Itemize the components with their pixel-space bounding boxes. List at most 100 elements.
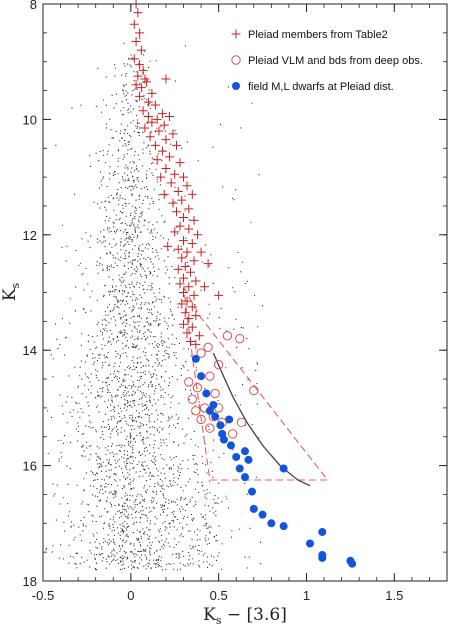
pleiad-members-from-table2-point	[180, 308, 190, 318]
model-curve-line	[212, 352, 311, 487]
y-tick-label: 8	[30, 0, 37, 12]
pleiad-members-from-table2-point	[180, 262, 190, 272]
pleiad-vlm-and-bds-from-deep-obs-point	[235, 333, 245, 344]
pleiad-vlm-and-bds-from-deep-obs-point	[213, 359, 224, 370]
pleiad-members-from-table2-point	[173, 244, 183, 254]
pleiad-members-from-table2-point	[150, 140, 160, 150]
pleiad-members-from-table2-point	[161, 135, 171, 145]
pleiad-members-from-table2-point	[173, 264, 183, 274]
pleiad-members-from-table2-point	[177, 299, 187, 309]
pleiad-members-from-table2-point	[194, 331, 204, 341]
pleiad-members-from-table2-point	[152, 155, 162, 165]
field-m-l-dwarfs-at-pleiad-dist-point	[191, 354, 200, 363]
pleiad-members-from-table2-point	[156, 172, 166, 182]
pleiad-members-from-table2-point	[171, 207, 181, 217]
y-tick-label: 14	[23, 343, 37, 358]
pleiad-members-from-table2-point	[177, 195, 187, 205]
pleiad-members-from-table2-point	[157, 109, 167, 119]
field-m-l-dwarfs-at-pleiad-dist-point	[318, 553, 327, 562]
pleiad-members-from-table2-point	[182, 247, 192, 257]
pleiad-vlm-and-bds-from-deep-obs-point	[249, 385, 259, 396]
legend-marker	[232, 82, 240, 90]
field-m-l-dwarfs-at-pleiad-dist-point	[279, 522, 288, 531]
legend-item-field-m-l-dwarfs-at-pleiad-dist: field M,L dwarfs at Pleiad dist.	[232, 81, 394, 93]
pleiad-members-from-table2-point	[203, 259, 213, 269]
field-m-l-dwarfs-at-pleiad-dist-point	[216, 421, 225, 430]
pleiad-vlm-and-bds-from-deep-obs-point	[192, 383, 203, 393]
field-m-l-dwarfs-at-pleiad-dist-point	[202, 389, 211, 398]
pleiad-members-from-table2-point	[189, 256, 199, 266]
pleiad-members-from-table2-point	[179, 273, 189, 283]
pleiad-members-from-table2-point	[214, 290, 224, 300]
field-m-l-dwarfs-at-pleiad-dist-point	[209, 401, 218, 410]
x-tick-label: -0.5	[32, 588, 54, 603]
field-m-l-dwarfs-at-pleiad-dist-point	[279, 464, 288, 473]
pleiad-members-from-table2-point	[143, 97, 153, 107]
field-m-l-dwarfs-at-pleiad-dist-point	[235, 464, 244, 473]
pleiad-members-from-table2-point	[140, 123, 150, 133]
field-m-l-dwarfs-at-pleiad-dist-point	[248, 487, 257, 496]
field-m-l-dwarfs-at-pleiad-dist-point	[225, 415, 234, 424]
pleiad-members-from-table2-point	[138, 106, 148, 116]
pleiad-members-from-table2-point	[187, 322, 197, 332]
pleiad-members-from-table2-point	[170, 169, 180, 179]
field-m-l-dwarfs-at-pleiad-dist-point	[318, 527, 327, 536]
pleiad-members-from-table2-point	[164, 112, 174, 122]
pleiad-members-from-table2-point	[159, 120, 169, 130]
field-m-l-dwarfs-at-pleiad-dist-point	[232, 452, 241, 461]
field-m-l-dwarfs-at-pleiad-dist-point	[205, 406, 214, 415]
pleiad-members-from-table2-point	[191, 339, 201, 349]
legend-item-pleiad-vlm-and-bds-from-deep-obs: Pleiad VLM and bds from deep obs.	[231, 55, 423, 67]
pleiad-members-from-table2-point	[147, 117, 157, 127]
pleiad-members-from-table2-point	[179, 236, 189, 246]
pleiad-members-from-table2-point	[182, 296, 192, 306]
legend-marker	[231, 55, 241, 65]
pleiad-members-from-table2-point	[187, 189, 197, 199]
pleiad-members-from-table2-point	[187, 302, 197, 312]
pleiad-members-from-table2-point	[168, 198, 178, 208]
axes-layer: -0.5 0 0.5 1 1.5 8 10 12 14 16 18	[23, 0, 448, 603]
pleiad-members-from-table2-point	[184, 204, 194, 214]
x-tick-label: 1	[303, 588, 310, 603]
pleiad-members-from-table2-point	[159, 189, 169, 199]
pleiad-members-from-table2-point	[186, 267, 196, 277]
pleiad-members-from-table2-point	[136, 45, 146, 55]
model-curve-layer	[212, 352, 311, 487]
pleiad-members-from-table2-point	[171, 140, 181, 150]
pleiad-members-from-table2-point	[196, 247, 206, 257]
pleiad-members-from-table2-point	[179, 319, 189, 329]
pleiad-members-from-table2-point	[179, 172, 189, 182]
pleiad-members-from-table2-point	[173, 187, 183, 197]
pleiad-members-from-table2-point	[191, 311, 201, 321]
pleiad-vlm-and-bds-from-deep-obs-point	[205, 423, 215, 433]
axis-labels: Ks − [3.6] Ks	[0, 282, 287, 627]
pleiad-members-from-table2-point	[182, 328, 192, 338]
field-m-l-dwarfs-at-pleiad-dist-point	[197, 372, 206, 381]
y-tick-label: 18	[23, 574, 37, 589]
pleiad-members-from-table2-point	[135, 91, 145, 101]
pleiad-members-from-table2-point	[200, 282, 210, 292]
pleiad-vlm-and-bds-from-deep-obs-point	[222, 331, 233, 341]
pleiad-members-from-table2-point	[131, 37, 141, 47]
pleiad-members-from-table2-point	[168, 129, 178, 139]
y-tick-label: 10	[23, 112, 37, 127]
series-layer	[129, 0, 357, 568]
pleiad-members-from-table2-point	[184, 224, 194, 234]
field-m-l-dwarfs-at-pleiad-dist-point	[305, 539, 314, 548]
pleiad-members-from-table2-point	[150, 100, 160, 110]
field-m-l-dwarfs-at-pleiad-dist-point	[258, 510, 267, 519]
series-pleiad-members-from-table2	[129, 0, 224, 349]
legend-marker	[231, 29, 241, 39]
pleiad-members-from-table2-point	[179, 212, 189, 222]
pleiad-members-from-table2-point	[175, 158, 185, 168]
pleiad-members-from-table2-point	[193, 230, 203, 240]
pleiad-members-from-table2-point	[184, 313, 194, 323]
pleiad-members-from-table2-point	[166, 178, 176, 188]
legend-label: Pleiad members from Table2	[248, 29, 388, 41]
pleiad-members-from-table2-point	[143, 112, 153, 122]
pleiad-members-from-table2-point	[142, 77, 152, 87]
field-m-l-dwarfs-at-pleiad-dist-point	[348, 559, 357, 568]
pleiad-vlm-and-bds-from-deep-obs-point	[196, 414, 206, 425]
field-m-l-dwarfs-at-pleiad-dist-point	[226, 441, 235, 450]
